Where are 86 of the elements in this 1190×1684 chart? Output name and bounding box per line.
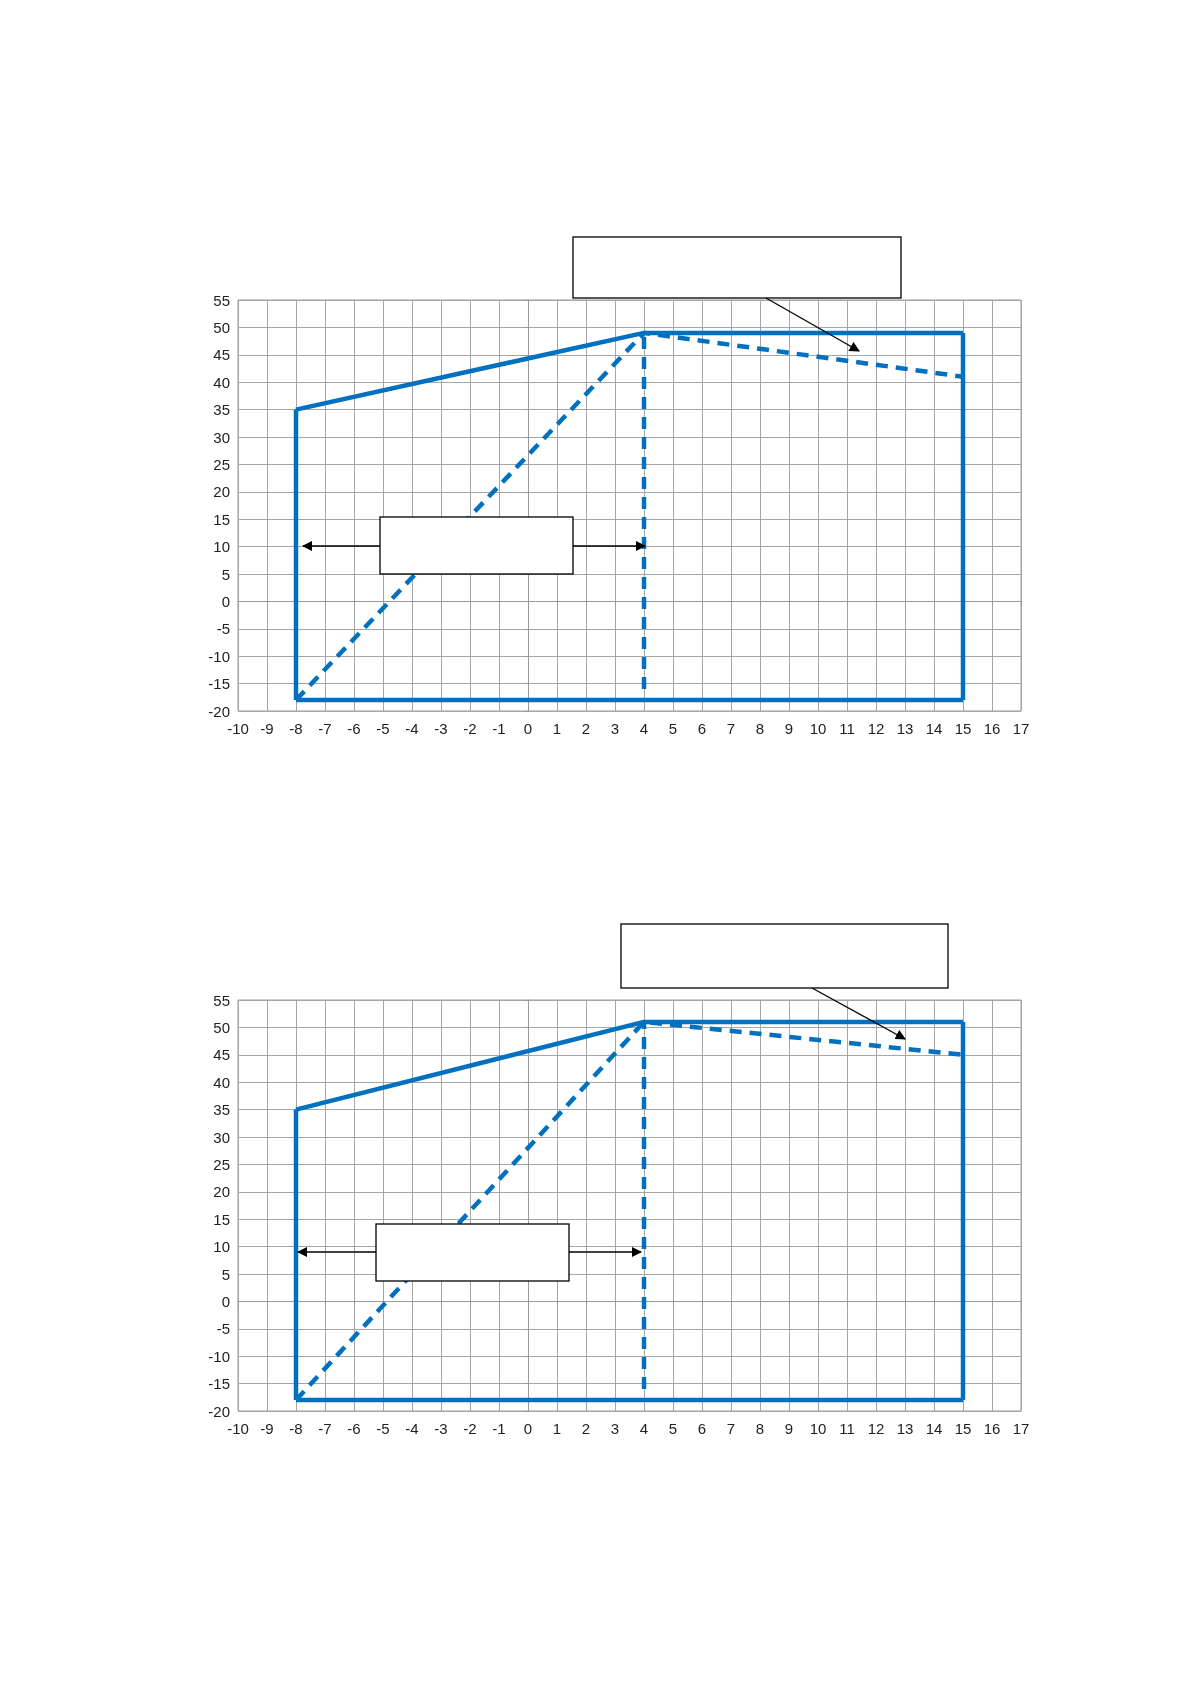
y-tick-label: 35 — [213, 401, 230, 419]
y-tick-label: -15 — [208, 1375, 230, 1393]
x-tick-label: 7 — [726, 720, 736, 737]
y-tick-label: 0 — [221, 1292, 230, 1310]
y-tick-label: 35 — [213, 1101, 230, 1119]
x-tick-label: -4 — [405, 1420, 419, 1437]
x-tick-label: 17 — [1012, 720, 1030, 737]
x-tick-label: 10 — [809, 1420, 827, 1437]
y-tick-label: -15 — [208, 675, 230, 693]
y-tick-label: 45 — [213, 1046, 230, 1064]
x-tick-label: -5 — [376, 1420, 390, 1437]
y-tick-label: 10 — [213, 538, 230, 556]
x-tick-label: 3 — [610, 720, 620, 737]
x-tick-label: 6 — [697, 1420, 707, 1437]
y-tick-label: 55 — [213, 991, 230, 1009]
x-tick-label: -1 — [492, 720, 506, 737]
x-tick-label: 13 — [896, 720, 914, 737]
x-tick-label: 12 — [867, 1420, 885, 1437]
y-tick-label: 25 — [213, 455, 230, 473]
x-tick-label: 3 — [610, 1420, 620, 1437]
y-tick-label: -10 — [208, 1347, 230, 1365]
x-tick-label: -5 — [376, 720, 390, 737]
x-tick-label: 15 — [954, 1420, 972, 1437]
x-tick-label: -6 — [347, 1420, 361, 1437]
y-tick-label: -10 — [208, 647, 230, 665]
x-tick-label: 10 — [809, 720, 827, 737]
x-tick-label: -9 — [260, 1420, 274, 1437]
y-tick-label: 15 — [213, 1210, 230, 1228]
x-tick-label: -6 — [347, 720, 361, 737]
y-tick-label: 0 — [221, 592, 230, 610]
y-tick-label: 15 — [213, 510, 230, 528]
y-tick-label: 5 — [221, 1265, 230, 1283]
y-tick-label: 45 — [213, 346, 230, 364]
y-tick-label: 25 — [213, 1155, 230, 1173]
y-tick-label: 20 — [213, 1183, 230, 1201]
x-tick-label: -8 — [289, 1420, 303, 1437]
y-tick-label: -20 — [208, 1402, 230, 1420]
y-tick-label: -5 — [216, 1320, 230, 1338]
y-tick-label: 20 — [213, 483, 230, 501]
x-tick-label: 7 — [726, 1420, 736, 1437]
x-tick-label: 17 — [1012, 1420, 1030, 1437]
x-tick-label: 5 — [668, 720, 678, 737]
y-tick-label: 30 — [213, 1128, 230, 1146]
x-tick-label: -3 — [434, 1420, 448, 1437]
x-tick-label: -2 — [463, 720, 477, 737]
x-tick-label: 2 — [581, 1420, 591, 1437]
x-tick-label: 14 — [925, 720, 943, 737]
x-tick-label: 12 — [867, 720, 885, 737]
y-tick-label: 40 — [213, 1073, 230, 1091]
x-tick-label: -1 — [492, 1420, 506, 1437]
y-tick-label: 55 — [213, 291, 230, 309]
x-tick-label: 14 — [925, 1420, 943, 1437]
x-tick-label: 16 — [983, 720, 1001, 737]
y-tick-label: 10 — [213, 1238, 230, 1256]
x-tick-label: 9 — [784, 720, 794, 737]
x-tick-label: 15 — [954, 720, 972, 737]
x-tick-label: 0 — [523, 1420, 533, 1437]
x-tick-label: -9 — [260, 720, 274, 737]
x-tick-label: 1 — [552, 720, 562, 737]
x-tick-label: 13 — [896, 1420, 914, 1437]
x-tick-label: -8 — [289, 720, 303, 737]
y-tick-label: -5 — [216, 620, 230, 638]
x-tick-label: -7 — [318, 720, 332, 737]
y-tick-label: 30 — [213, 428, 230, 446]
x-tick-label: 16 — [983, 1420, 1001, 1437]
x-tick-label: 8 — [755, 720, 765, 737]
x-tick-label: 8 — [755, 1420, 765, 1437]
x-tick-label: 11 — [839, 720, 855, 737]
x-tick-label: 11 — [839, 1420, 855, 1437]
y-tick-label: 40 — [213, 373, 230, 391]
x-tick-label: 5 — [668, 1420, 678, 1437]
x-tick-label: -4 — [405, 720, 419, 737]
y-tick-label: 50 — [213, 1018, 230, 1036]
x-tick-label: -3 — [434, 720, 448, 737]
x-tick-label: 2 — [581, 720, 591, 737]
x-tick-label: -2 — [463, 1420, 477, 1437]
y-tick-label: 50 — [213, 318, 230, 336]
x-tick-label: 6 — [697, 720, 707, 737]
y-tick-label: -20 — [208, 702, 230, 720]
x-tick-label: 0 — [523, 720, 533, 737]
x-tick-label: 1 — [552, 1420, 562, 1437]
x-tick-label: -7 — [318, 1420, 332, 1437]
x-tick-label: 4 — [639, 1420, 649, 1437]
x-tick-label: 9 — [784, 1420, 794, 1437]
y-tick-label: 5 — [221, 565, 230, 583]
x-tick-label: 4 — [639, 720, 649, 737]
